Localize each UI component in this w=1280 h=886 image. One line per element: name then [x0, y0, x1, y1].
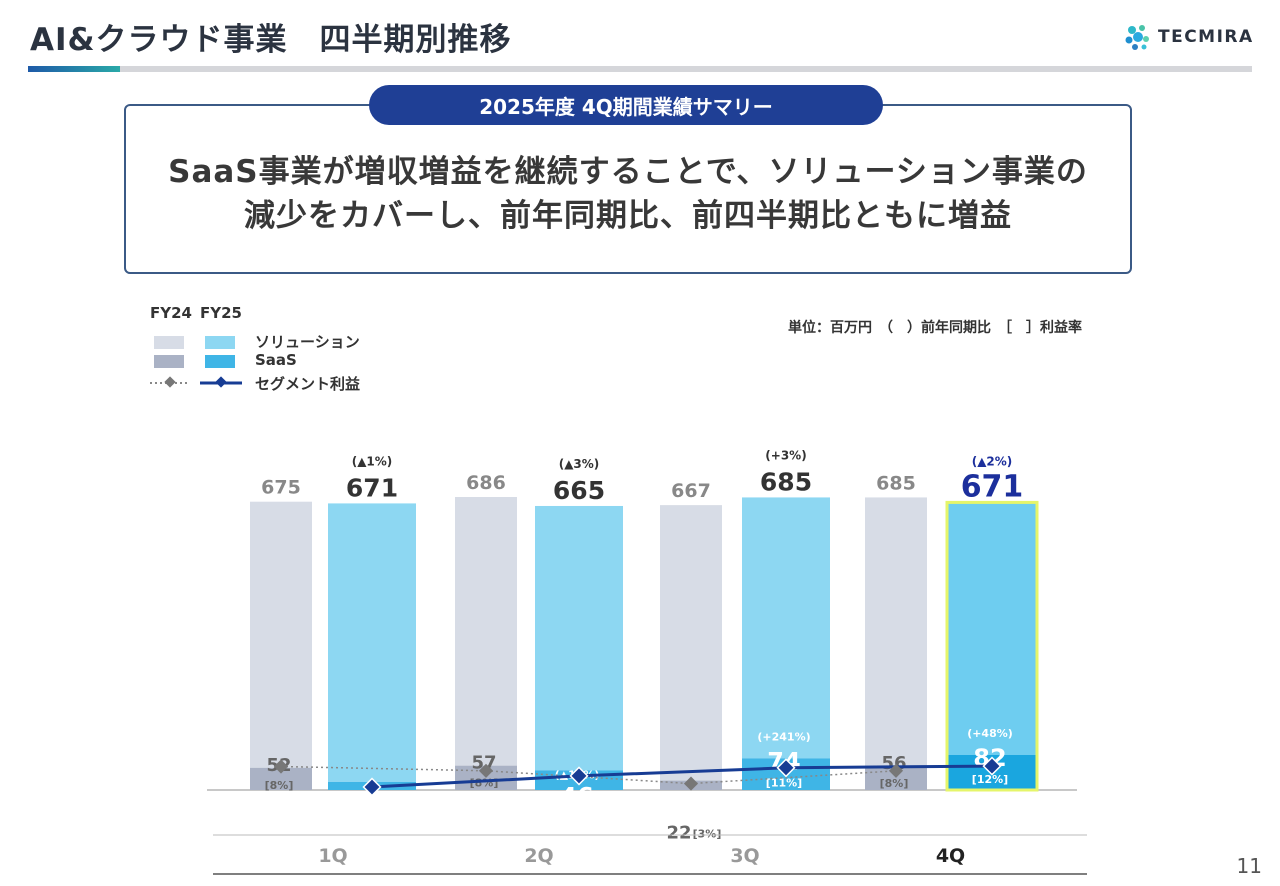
label-fy25-margin-4Q: [12%]	[972, 773, 1008, 786]
label-fy25-saas-1Q: 19	[353, 812, 386, 840]
label-fy25-margin-2Q: [7%]	[563, 811, 592, 824]
company-logo: TECMIRA	[1122, 22, 1254, 52]
label-fy25-saas-yoy-3Q: (+241%)	[757, 730, 810, 743]
label-fy25-total-2Q: 665	[553, 476, 605, 505]
legend-swatch-fy24-solution	[154, 336, 184, 349]
summary-pill: 2025年度 4Q期間業績サマリー	[369, 85, 883, 125]
page-title: AI&クラウド事業 四半期別推移	[30, 22, 512, 58]
label-fy25-margin-3Q: [11%]	[766, 776, 802, 789]
label-fy25-total-yoy-4Q: (▲2%)	[972, 454, 1013, 468]
title-rule-accent	[28, 66, 120, 72]
page-number: 11	[1236, 854, 1262, 878]
marker-fy24-profit-2Q	[478, 763, 494, 778]
tecmira-logo-icon	[1125, 25, 1149, 50]
summary-line-2: 減少をカバーし、前年同期比、前四半期比ともに増益	[244, 198, 1012, 234]
label-fy25-saas-2Q: 46	[560, 782, 593, 810]
label-fy25-total-1Q: 671	[346, 473, 398, 502]
label-fy25-total-yoy-3Q: (+3%)	[765, 448, 806, 462]
label-fy24-saas-3Q: 22	[666, 823, 691, 844]
label-fy25-saas-yoy-4Q: (+48%)	[967, 727, 1013, 740]
legend-label-solution: ソリューション	[255, 333, 360, 351]
marker-fy25-profit-1Q	[362, 777, 382, 797]
label-fy24-total-1Q: 675	[261, 477, 301, 499]
legend-fy24-header: FY24	[150, 304, 192, 322]
line-fy25-segment-profit	[371, 764, 993, 789]
bar-fy24-solution-1Q	[250, 501, 312, 768]
legend-label-saas: SaaS	[255, 351, 297, 369]
bar-fy25-solution-4Q	[948, 503, 1036, 755]
marker-fy24-profit-1Q	[273, 759, 289, 774]
marker-fy25-profit-3Q	[776, 758, 796, 778]
unit-note: 単位：百万円 （ ）前年同期比 ［ ］利益率	[788, 320, 1082, 336]
bar-highlight-4Q	[945, 500, 1039, 792]
label-fy25-margin-1Q: [3%]	[356, 840, 385, 853]
bar-fy25-solution-3Q	[742, 497, 830, 759]
logo-text: TECMIRA	[1158, 27, 1254, 47]
legend-swatch-fy25-saas	[205, 355, 235, 368]
legend-fy25-header: FY25	[200, 304, 242, 322]
category-label-1Q: 1Q	[318, 845, 347, 867]
category-label-3Q: 3Q	[730, 845, 759, 867]
bar-fy24-solution-2Q	[455, 497, 517, 766]
marker-fy24-profit-4Q	[888, 763, 904, 778]
label-fy24-margin-4Q: [8%]	[880, 777, 909, 790]
bar-fy24-saas-1Q	[250, 767, 312, 790]
category-label-2Q: 2Q	[524, 845, 553, 867]
marker-fy24-profit-3Q	[683, 776, 699, 791]
label-fy24-total-4Q: 685	[876, 472, 916, 494]
title-rule	[28, 66, 1252, 72]
legend-label-segment-profit: セグメント利益	[255, 375, 361, 393]
summary-line-1: SaaS事業が増収増益を継続することで、ソリューション事業の	[168, 154, 1088, 190]
bar-fy25-solution-1Q	[328, 503, 416, 782]
bar-fy25-solution-2Q	[535, 505, 623, 771]
legend-swatch-fy25-solution	[205, 336, 235, 349]
summary-text: SaaS事業が増収増益を継続することで、ソリューション事業の 減少をカバーし、前…	[124, 150, 1132, 238]
label-fy25-saas-yoy-1Q: (▲62%)	[348, 797, 393, 810]
marker-fy25-profit-4Q	[982, 756, 1002, 776]
legend-swatch-fy24-saas	[154, 355, 184, 368]
label-fy24-total-3Q: 667	[671, 480, 711, 502]
label-fy25-total-yoy-2Q: (▲3%)	[559, 457, 600, 471]
label-fy25-total-yoy-1Q: (▲1%)	[352, 454, 393, 468]
label-fy24-margin-3Q: [3%]	[693, 828, 722, 841]
bar-fy24-solution-4Q	[865, 497, 927, 767]
legend-line-markers	[150, 376, 242, 388]
marker-fy25-profit-2Q	[569, 766, 589, 786]
bar-fy24-solution-3Q	[660, 505, 722, 781]
label-fy25-total-3Q: 685	[760, 467, 812, 496]
label-fy24-margin-1Q: [8%]	[265, 779, 294, 792]
label-fy24-margin-2Q: [8%]	[470, 777, 499, 790]
label-fy25-total-4Q: 671	[961, 469, 1024, 504]
category-label-4Q: 4Q	[936, 845, 965, 867]
label-fy24-total-2Q: 686	[466, 472, 506, 494]
